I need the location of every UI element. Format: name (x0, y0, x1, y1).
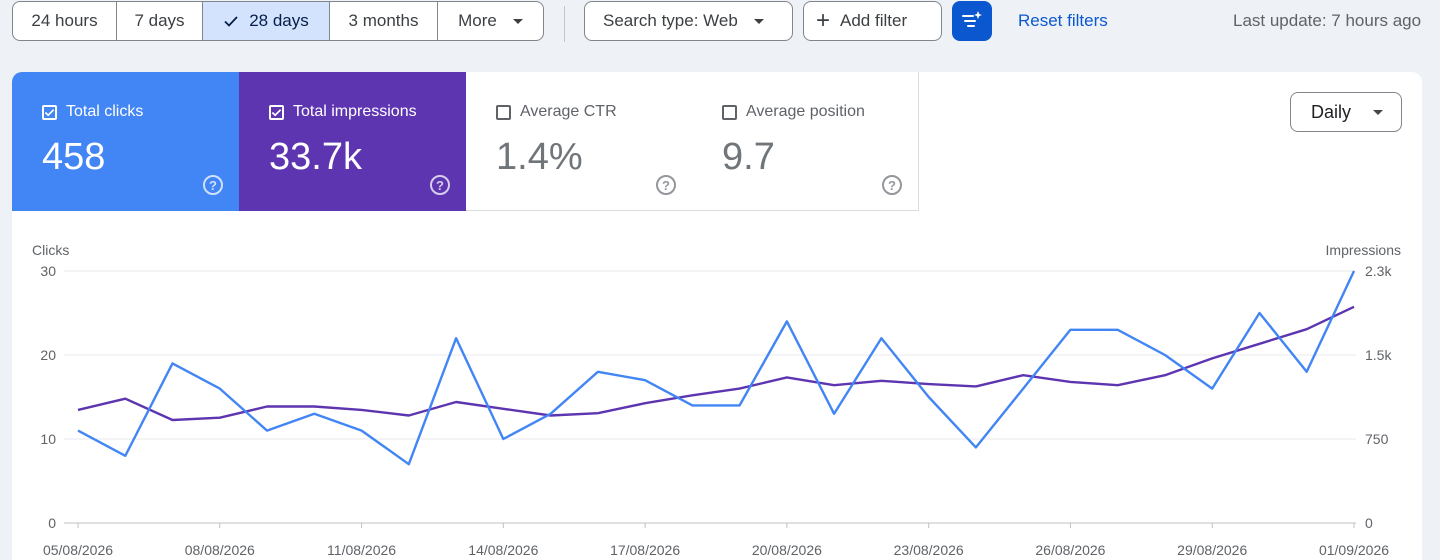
checked-checkbox-icon[interactable] (269, 104, 284, 120)
range-label: 3 months (348, 11, 419, 30)
x-tick-label: 23/08/2026 (894, 542, 964, 558)
y-right-tick-label: 2.3k (1365, 263, 1392, 279)
series-line-clicks (77, 270, 1356, 466)
y-right-tick-label: 0 (1365, 515, 1373, 531)
range-label: 24 hours (31, 11, 98, 30)
help-icon[interactable]: ? (430, 175, 450, 195)
x-tick-label: 29/08/2026 (1177, 542, 1247, 558)
x-axis-ticks: 05/08/2026 08/08/2026 11/08/2026 14/08/2026… (43, 523, 1389, 558)
y-left-tick-label: 10 (40, 431, 56, 447)
x-tick-label: 01/09/2026 (1319, 542, 1389, 558)
reset-filters-link[interactable]: Reset filters (1018, 11, 1108, 30)
help-icon[interactable]: ? (882, 175, 902, 195)
x-tick-label: 05/08/2026 (43, 542, 113, 558)
x-tick-label: 26/08/2026 (1035, 542, 1105, 558)
x-tick-label: 17/08/2026 (610, 542, 680, 558)
y-left-ticks: 0 10 20 30 (40, 263, 56, 531)
y-right-tick-label: 750 (1365, 431, 1389, 447)
filter-sparkle-button[interactable] (952, 1, 992, 41)
metric-total-impressions[interactable]: Total impressions 33.7k ? (239, 72, 466, 211)
y-left-tick-label: 0 (48, 515, 56, 531)
add-filter-button[interactable]: + Add filter (803, 1, 942, 41)
x-tick-label: 20/08/2026 (752, 542, 822, 558)
metric-label: Average CTR (520, 103, 617, 120)
help-icon[interactable]: ? (656, 175, 676, 195)
range-label: 28 days (249, 11, 309, 30)
more-label: More (458, 11, 497, 30)
metric-total-clicks[interactable]: Total clicks 458 ? (12, 72, 239, 211)
more-ranges-button[interactable]: More (438, 2, 543, 40)
checked-checkbox-icon[interactable] (42, 104, 57, 120)
metric-value: 1.4% (496, 136, 583, 178)
metric-label: Average position (746, 103, 865, 120)
search-type-label: Search type: Web (603, 11, 738, 30)
y-right-ticks: 0 750 1.5k 2.3k (1365, 263, 1392, 531)
range-3-months-button[interactable]: 3 months (330, 2, 438, 40)
filter-sparkle-icon (962, 11, 982, 27)
search-type-dropdown[interactable]: Search type: Web (584, 1, 793, 41)
plus-icon: + (816, 7, 831, 34)
y-left-axis-label: Clicks (32, 242, 69, 258)
range-7-days-button[interactable]: 7 days (117, 2, 203, 40)
date-range-selector: 24 hours 7 days 28 days 3 months More (12, 1, 544, 41)
chevron-down-icon (512, 18, 523, 24)
metric-label: Total clicks (66, 103, 144, 120)
metric-value: 33.7k (269, 136, 362, 178)
granularity-dropdown[interactable]: Daily (1290, 92, 1402, 132)
chevron-down-icon (1373, 110, 1383, 115)
last-update-text: Last update: 7 hours ago (1233, 11, 1422, 30)
range-24-hours-button[interactable]: 24 hours (13, 2, 117, 40)
x-tick-label: 11/08/2026 (327, 542, 396, 558)
x-tick-label: 08/08/2026 (185, 542, 255, 558)
toolbar: 24 hours 7 days 28 days 3 months More Se… (0, 0, 1440, 44)
performance-card: Total clicks 458 ? Total impressions 33.… (12, 72, 1422, 560)
metric-label-row: Total clicks (42, 103, 143, 121)
y-left-tick-label: 20 (40, 347, 56, 363)
add-filter-label: Add filter (840, 11, 908, 30)
unchecked-checkbox-icon[interactable] (722, 104, 737, 120)
metric-label-row: Total impressions (269, 103, 417, 121)
check-icon (224, 16, 238, 27)
metric-label-row: Average CTR (496, 103, 617, 121)
chart-lines (77, 270, 1356, 466)
metric-average-position[interactable]: Average position 9.7 ? (692, 72, 919, 211)
unchecked-checkbox-icon[interactable] (496, 104, 511, 120)
metric-label: Total impressions (293, 103, 417, 120)
series-line-impressions (77, 305, 1355, 422)
range-label: 7 days (134, 11, 185, 30)
metric-label-row: Average position (722, 103, 865, 121)
metric-value: 458 (42, 136, 106, 178)
y-right-axis-label: Impressions (1326, 242, 1401, 258)
granularity-label: Daily (1311, 101, 1352, 122)
y-left-tick-label: 30 (40, 263, 56, 279)
toolbar-divider (564, 6, 565, 42)
range-28-days-button[interactable]: 28 days (203, 2, 330, 40)
chevron-down-icon (753, 18, 764, 24)
metric-average-ctr[interactable]: Average CTR 1.4% ? (466, 72, 693, 211)
x-tick-label: 14/08/2026 (468, 542, 538, 558)
metric-value: 9.7 (722, 136, 775, 178)
help-icon[interactable]: ? (203, 175, 223, 195)
y-right-tick-label: 1.5k (1365, 347, 1392, 363)
chart-grid (64, 270, 1356, 524)
